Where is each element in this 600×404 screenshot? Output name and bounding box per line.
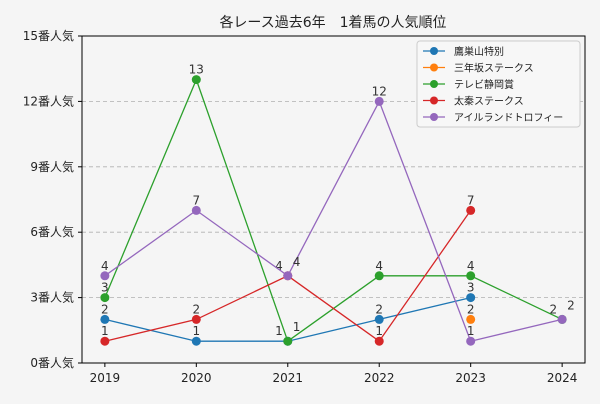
data-label: 1 — [192, 324, 200, 338]
y-tick-label: 12番人気 — [23, 93, 74, 108]
axis-ticks: 0番人気 3番人気 6番人気 9番人気 12番人気 15番人気 2019 2020 2021 20… — [23, 28, 578, 385]
y-tick-label: 15番人気 — [23, 28, 74, 43]
data-label: 2 — [549, 302, 557, 316]
legend-box — [416, 40, 581, 128]
data-label: 12 — [372, 84, 387, 98]
data-label: 2 — [192, 302, 200, 316]
y-tick-label: 9番人気 — [30, 159, 74, 174]
data-point — [374, 336, 384, 346]
data-point — [374, 96, 384, 106]
data-label: 7 — [192, 193, 200, 207]
data-label: 4 — [101, 259, 109, 273]
legend-marker — [430, 113, 438, 121]
series-line — [104, 99, 563, 342]
data-label: 7 — [467, 193, 475, 207]
data-point — [374, 271, 384, 281]
data-label: 1 — [101, 324, 109, 338]
data-label: 4 — [467, 259, 475, 273]
series-1: 2 — [466, 302, 476, 324]
legend-marker — [430, 47, 438, 55]
data-label: 4 — [275, 259, 283, 273]
x-tick-label: 2023 — [455, 371, 486, 385]
data-point — [191, 205, 201, 215]
data-label: 13 — [189, 63, 204, 77]
legend-label: テレビ静岡賞 — [454, 78, 514, 91]
data-point — [557, 314, 567, 324]
legend-marker — [430, 80, 438, 88]
data-point — [191, 336, 201, 346]
legend-marker — [430, 63, 438, 72]
data-label: 2 — [467, 302, 475, 316]
data-point — [100, 336, 110, 346]
data-label: 4 — [293, 255, 301, 269]
y-tick-label: 3番人気 — [30, 290, 74, 305]
data-point — [374, 314, 384, 324]
x-tick-label: 2021 — [272, 371, 303, 385]
data-point — [100, 271, 110, 281]
y-tick-label: 0番人気 — [30, 355, 74, 370]
y-tick-label: 6番人気 — [30, 224, 74, 239]
data-point — [466, 314, 476, 324]
data-point — [283, 336, 293, 346]
x-tick-label: 2024 — [547, 371, 578, 385]
data-label: 1 — [275, 324, 283, 338]
plot-frame — [81, 35, 586, 364]
legend-marker — [430, 96, 438, 105]
data-label: 2 — [375, 302, 383, 316]
data-point — [466, 205, 476, 215]
data-point — [283, 271, 293, 281]
data-label: 1 — [467, 324, 475, 338]
legend-label: 太秦ステークス — [454, 95, 524, 108]
data-point — [466, 271, 476, 281]
legend-label: アイルランドトロフィー — [454, 112, 563, 124]
data-point — [100, 314, 110, 324]
data-point — [466, 293, 476, 303]
data-point — [100, 293, 110, 303]
data-label: 1 — [375, 324, 383, 338]
legend-label: 三年坂ステークス — [454, 62, 534, 75]
data-label: 1 — [293, 320, 301, 334]
data-label: 3 — [467, 281, 475, 295]
legend-label: 鷹巣山特別 — [454, 45, 504, 58]
x-tick-label: 2019 — [90, 371, 121, 385]
data-label: 2 — [101, 302, 109, 316]
chart-title: 各レース過去6年 1着馬の人気順位 — [219, 15, 446, 31]
data-point — [191, 314, 201, 324]
data-point — [191, 75, 201, 85]
data-label: 2 — [567, 298, 575, 312]
x-tick-label: 2020 — [181, 371, 212, 385]
data-label: 4 — [375, 259, 383, 273]
data-label: 3 — [101, 281, 109, 295]
data-point — [466, 336, 476, 346]
x-tick-label: 2022 — [364, 371, 395, 385]
